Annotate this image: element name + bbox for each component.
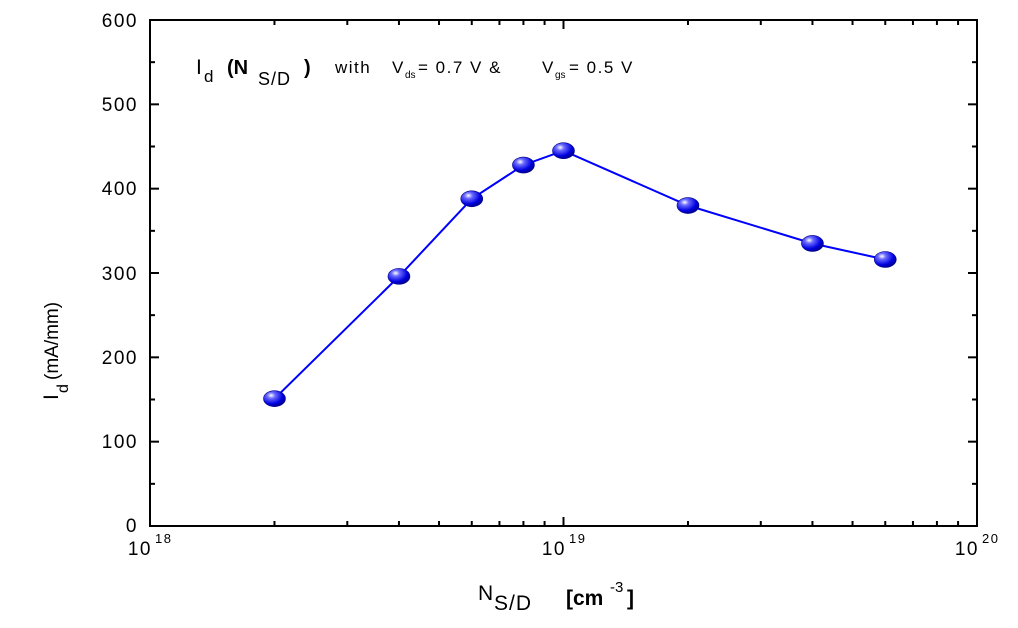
svg-text:= 0.7 V &: = 0.7 V & (418, 58, 502, 77)
y-tick-label-6: 600 (102, 11, 138, 32)
svg-text:20: 20 (982, 531, 999, 546)
y-tick-label-5: 500 (102, 95, 138, 116)
y-axis-ticks (150, 19, 977, 527)
svg-text:[cm: [cm (566, 587, 603, 610)
x-tick-label-0: 10 18 (128, 531, 172, 560)
plot-annotation: I d (N (N S/D ) with V ds = 0.7 V & V gs… (196, 56, 634, 89)
svg-text:d: d (55, 384, 72, 393)
x-tick-label-1: 10 19 (542, 531, 586, 560)
svg-text:(N: (N (227, 57, 248, 79)
svg-text:I: I (40, 394, 63, 400)
svg-text:V: V (392, 58, 404, 77)
svg-text:18: 18 (155, 531, 172, 546)
svg-text:gs: gs (555, 70, 566, 81)
x-tick-label-2: 10 20 (955, 531, 999, 560)
svg-text:d: d (204, 67, 213, 86)
data-point-4 (552, 142, 575, 160)
y-tick-label-2: 200 (102, 348, 138, 369)
series-line (273, 149, 886, 400)
x-axis-label: N S/D [cm -3 ] (478, 579, 634, 615)
data-point-3 (512, 156, 535, 174)
data-point-6 (801, 235, 824, 252)
svg-text:ds: ds (405, 70, 416, 81)
svg-text:): ) (304, 57, 311, 79)
data-point-7 (873, 251, 897, 268)
data-series (263, 142, 897, 407)
svg-text:]: ] (627, 587, 634, 610)
y-tick-label-3: 300 (102, 264, 138, 285)
svg-text:V: V (542, 58, 554, 77)
y-tick-label-1: 100 (102, 432, 138, 453)
svg-text:10: 10 (955, 539, 979, 560)
y-axis-label: I d (mA/mm) (40, 302, 72, 400)
svg-text:S/D: S/D (494, 592, 532, 615)
svg-text:= 0.5 V: = 0.5 V (569, 58, 634, 77)
data-point-5 (676, 197, 700, 214)
svg-text:10: 10 (128, 539, 152, 560)
data-point-0 (263, 390, 286, 407)
svg-text:19: 19 (569, 531, 586, 546)
svg-text:N: N (478, 582, 493, 605)
data-point-2 (460, 190, 484, 208)
x-axis-ticks (149, 20, 960, 526)
y-tick-label-4: 400 (102, 179, 138, 200)
svg-text:S/D: S/D (258, 69, 291, 89)
svg-text:-3: -3 (610, 579, 623, 596)
data-point-1 (387, 268, 411, 285)
svg-text:with: with (334, 58, 371, 77)
plot-frame (149, 19, 978, 527)
svg-text:I: I (196, 56, 202, 79)
svg-text:(mA/mm): (mA/mm) (42, 302, 63, 380)
svg-text:10: 10 (542, 539, 566, 560)
y-tick-label-0: 0 (126, 516, 138, 537)
